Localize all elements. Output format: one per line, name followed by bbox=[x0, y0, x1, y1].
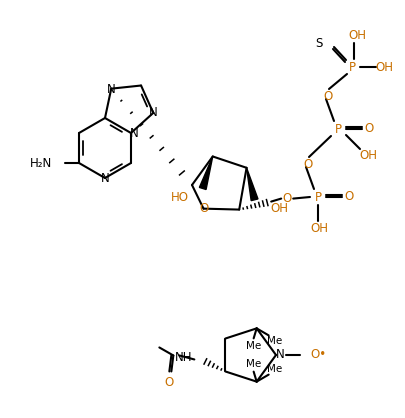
Polygon shape bbox=[246, 168, 257, 201]
Text: S: S bbox=[315, 36, 322, 49]
Text: OH: OH bbox=[358, 148, 376, 161]
Text: P: P bbox=[314, 191, 321, 204]
Text: O: O bbox=[322, 89, 332, 102]
Text: O: O bbox=[343, 189, 353, 202]
Text: O: O bbox=[363, 122, 373, 135]
Text: O: O bbox=[164, 376, 174, 389]
Text: N: N bbox=[100, 171, 109, 184]
Text: Me: Me bbox=[266, 336, 281, 347]
Text: O•: O• bbox=[309, 349, 325, 362]
Text: Me: Me bbox=[245, 359, 261, 369]
Text: O: O bbox=[303, 158, 312, 171]
Text: Me: Me bbox=[266, 364, 281, 374]
Text: N: N bbox=[149, 107, 157, 120]
Text: N: N bbox=[129, 127, 138, 140]
Text: O: O bbox=[282, 192, 291, 205]
Text: HO: HO bbox=[171, 191, 188, 204]
Text: NH: NH bbox=[175, 351, 192, 364]
Text: P: P bbox=[347, 61, 355, 74]
Text: O: O bbox=[198, 202, 208, 215]
Text: H₂N: H₂N bbox=[30, 156, 52, 170]
Text: Me: Me bbox=[245, 342, 261, 352]
Text: OH: OH bbox=[309, 222, 327, 235]
Polygon shape bbox=[199, 156, 212, 189]
Text: OH: OH bbox=[374, 61, 392, 74]
Text: P: P bbox=[334, 122, 341, 135]
Text: OH: OH bbox=[270, 202, 288, 215]
Text: N: N bbox=[275, 349, 283, 362]
Text: OH: OH bbox=[347, 28, 365, 41]
Text: N: N bbox=[107, 83, 115, 96]
